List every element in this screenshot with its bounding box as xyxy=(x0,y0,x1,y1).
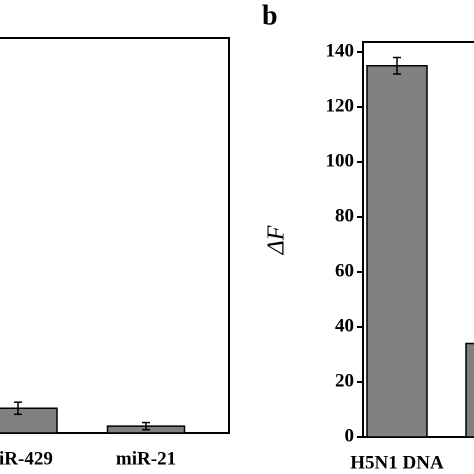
plot-frame xyxy=(0,37,230,434)
y-tick-label: 140 xyxy=(326,40,355,61)
y-tick-label: 40 xyxy=(335,315,354,336)
y-tick-label: 60 xyxy=(335,260,354,281)
bar xyxy=(366,65,428,438)
y-tick-label: 120 xyxy=(326,95,355,116)
y-tick-label: 80 xyxy=(335,205,354,226)
y-axis-label: ΔF xyxy=(264,225,290,255)
y-tick-label: 20 xyxy=(335,370,354,391)
y-tick-label: 100 xyxy=(326,150,355,171)
bar xyxy=(465,342,474,438)
x-tick-label: H5N1 DNA xyxy=(350,452,444,473)
bar xyxy=(0,407,58,434)
error-bar xyxy=(393,56,401,75)
error-bar xyxy=(14,401,22,416)
x-tick-label: miR-429 xyxy=(0,448,53,469)
x-tick-label: miR-21 xyxy=(116,448,176,469)
plot-frame xyxy=(362,41,474,438)
error-bar xyxy=(142,421,150,431)
panel-label: b xyxy=(262,0,278,31)
y-tick-label: 0 xyxy=(345,425,355,446)
